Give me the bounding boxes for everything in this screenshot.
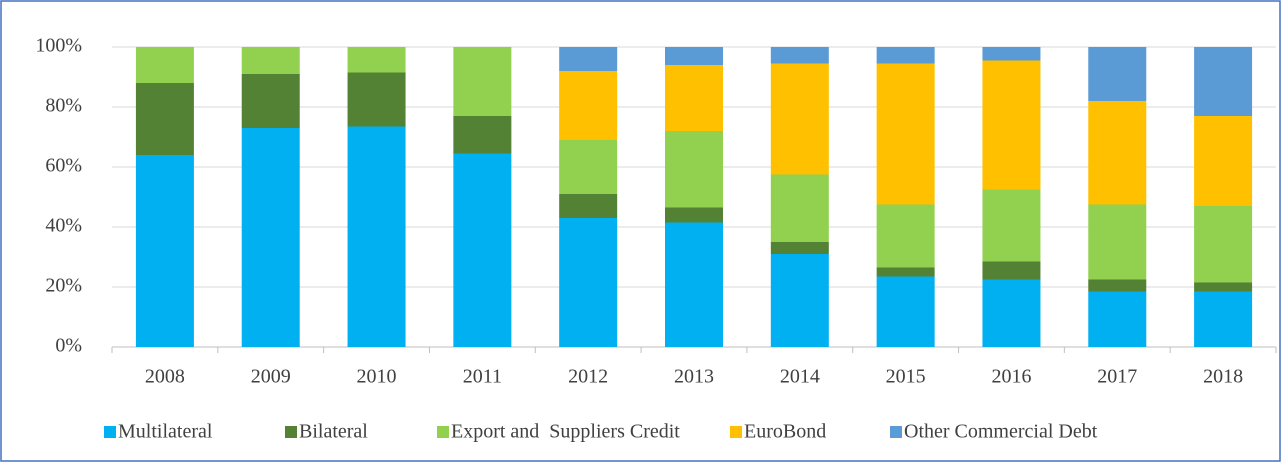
- bar-segment: [876, 276, 935, 347]
- bar-segment: [1088, 279, 1147, 292]
- x-tick-label: 2010: [357, 366, 397, 388]
- legend-label: Bilateral: [299, 421, 368, 443]
- x-tick-label: 2016: [991, 366, 1031, 388]
- bar-segment: [770, 63, 829, 175]
- bar-segment: [770, 254, 829, 347]
- bar-segment: [1088, 101, 1147, 205]
- bar-segment: [1088, 204, 1147, 280]
- legend-swatch: [104, 426, 116, 438]
- bar-segment: [559, 218, 618, 347]
- y-tick-label: 100%: [35, 35, 82, 57]
- bar-segment: [876, 267, 935, 277]
- y-tick-label: 0%: [55, 335, 82, 357]
- x-tick-label: 2018: [1203, 366, 1243, 388]
- bar-segment: [347, 47, 406, 73]
- x-tick-label: 2015: [886, 366, 926, 388]
- bar-segment: [1088, 47, 1147, 101]
- bar-segment: [453, 116, 512, 154]
- legend-swatch: [730, 426, 742, 438]
- bar-segment: [135, 155, 194, 347]
- bar-segment: [347, 72, 406, 127]
- bar-segment: [1194, 116, 1253, 206]
- bar-segment: [1194, 291, 1253, 347]
- bar-segment: [241, 74, 300, 128]
- bar-segment: [135, 47, 194, 83]
- x-tick-label: 2011: [463, 366, 502, 388]
- legend-swatch: [437, 426, 449, 438]
- bar-segment: [665, 47, 723, 65]
- bar-segment: [876, 204, 935, 268]
- bar-segment: [559, 47, 618, 71]
- legend-swatch: [890, 426, 902, 438]
- bar-segment: [453, 153, 512, 347]
- y-tick-label: 60%: [45, 155, 82, 177]
- bar-segment: [982, 47, 1041, 61]
- bar-segment: [347, 126, 406, 347]
- legend-label: Other Commercial Debt: [904, 421, 1098, 443]
- y-tick-label: 80%: [45, 95, 82, 117]
- x-tick-label: 2014: [780, 366, 820, 388]
- x-tick-label: 2008: [145, 366, 185, 388]
- x-tick-label: 2009: [251, 366, 291, 388]
- legend-swatch: [285, 426, 297, 438]
- bar-segment: [453, 47, 512, 116]
- bar-segment: [770, 242, 829, 254]
- bar-segment: [665, 131, 723, 208]
- bar-segment: [876, 47, 935, 64]
- bar-segment: [665, 65, 723, 131]
- x-tick-label: 2012: [568, 366, 608, 388]
- bar-segment: [982, 279, 1041, 347]
- bar-segment: [982, 261, 1041, 280]
- legend-label: Multilateral: [118, 421, 213, 443]
- bar-segment: [982, 189, 1041, 262]
- bar-segment: [665, 207, 723, 223]
- legend-label: Export and Suppliers Credit: [451, 421, 680, 443]
- bar-segment: [559, 194, 618, 218]
- bar-segment: [982, 60, 1041, 190]
- bar-segment: [876, 63, 935, 205]
- bar-segment: [1194, 282, 1253, 292]
- bar-segment: [1194, 47, 1253, 116]
- y-tick-label: 20%: [45, 275, 82, 297]
- x-tick-label: 2017: [1097, 366, 1137, 388]
- bar-segment: [1194, 206, 1253, 283]
- bar-segment: [559, 140, 618, 194]
- bar-segment: [559, 71, 618, 140]
- bar-segment: [1088, 291, 1147, 347]
- y-tick-label: 40%: [45, 215, 82, 237]
- bar-segment: [665, 222, 723, 347]
- bar-segment: [241, 47, 300, 74]
- bar-segment: [770, 47, 829, 64]
- bar-segment: [241, 128, 300, 347]
- x-tick-label: 2013: [674, 366, 714, 388]
- legend-label: EuroBond: [744, 421, 826, 443]
- bar-segment: [770, 174, 829, 242]
- bar-segment: [135, 83, 194, 155]
